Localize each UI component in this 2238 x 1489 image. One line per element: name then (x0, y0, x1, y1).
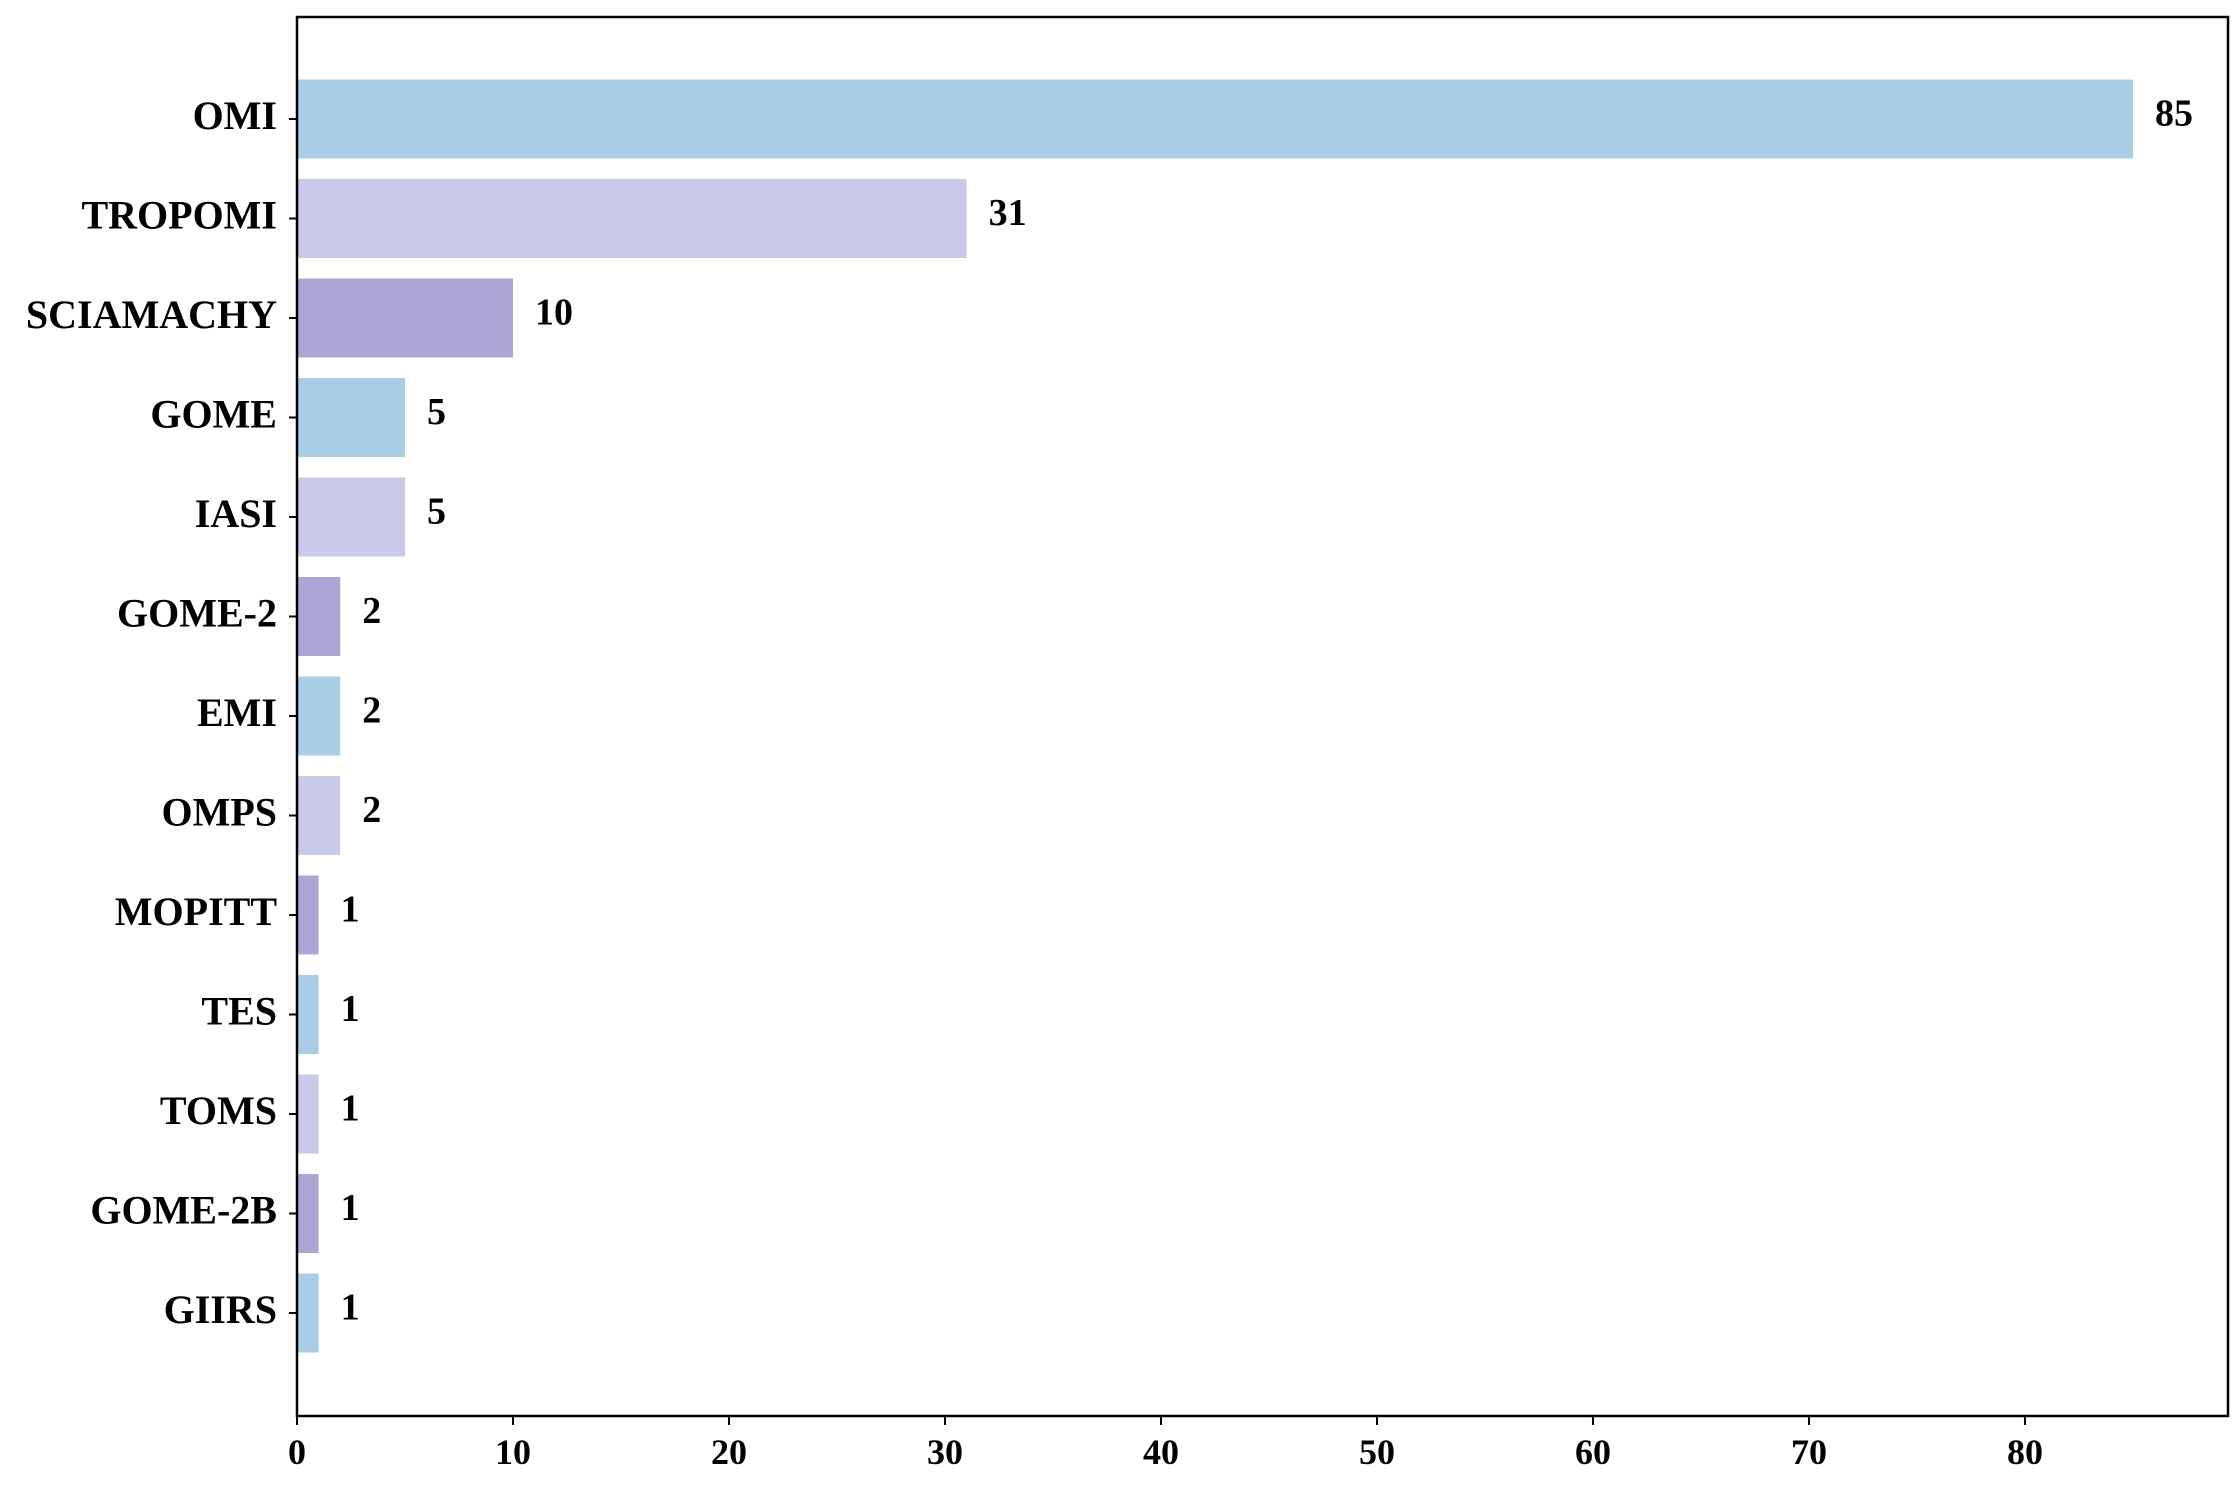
x-tick-label: 40 (1143, 1432, 1179, 1472)
data-label: 2 (362, 590, 381, 632)
bar-giirs (297, 1273, 319, 1353)
x-tick-label: 50 (1359, 1432, 1395, 1472)
bar-tes (297, 975, 319, 1054)
x-tick-label: 10 (495, 1432, 531, 1472)
data-label: 1 (341, 988, 360, 1030)
bar-gome-2 (297, 577, 341, 656)
data-label: 5 (427, 491, 446, 533)
y-tick-label: TOMS (160, 1088, 277, 1133)
bar-gome-2b (297, 1174, 319, 1253)
x-tick-label: 30 (927, 1432, 963, 1472)
data-label: 1 (341, 1187, 360, 1229)
bar-sciamachy (297, 278, 513, 358)
y-tick-label: GOME (150, 392, 277, 437)
y-tick-label: SCIAMACHY (26, 292, 277, 337)
bars-group: 85 31 10 5 5 2 2 2 1 1 1 1 1 (297, 79, 2193, 1353)
y-tick-label: OMI (193, 93, 277, 138)
data-label: 31 (989, 192, 1027, 234)
data-label: 85 (2155, 93, 2193, 135)
data-label: 1 (341, 1287, 360, 1329)
x-tick-label: 0 (288, 1432, 306, 1472)
y-tick-label: OMPS (161, 790, 277, 835)
data-label: 1 (341, 889, 360, 931)
y-tick-label: TES (201, 989, 277, 1034)
bar-mopitt (297, 875, 319, 955)
y-tick-label: MOPITT (115, 889, 278, 934)
bar-iasi (297, 477, 405, 557)
x-axis-ticks: 0 10 20 30 40 50 60 70 80 (288, 1416, 2043, 1472)
x-tick-label: 80 (2007, 1432, 2043, 1472)
bar-gome (297, 378, 405, 457)
y-tick-label: IASI (195, 491, 277, 536)
y-tick-label: GOME-2B (90, 1188, 277, 1233)
y-axis-ticks: OMI TROPOMI SCIAMACHY GOME IASI GOME-2 EMI OMPS… (26, 93, 297, 1332)
y-tick-label: TROPOMI (81, 193, 277, 238)
bar-omi (297, 79, 2133, 159)
x-tick-label: 20 (711, 1432, 747, 1472)
y-tick-label: GOME-2 (117, 591, 277, 636)
y-tick-label: GIIRS (164, 1287, 277, 1332)
data-label: 2 (362, 690, 381, 732)
y-tick-label: EMI (197, 690, 277, 735)
data-label: 5 (427, 391, 446, 433)
bar-emi (297, 676, 341, 756)
bar-tropomi (297, 179, 967, 258)
data-label: 1 (341, 1088, 360, 1130)
x-tick-label: 70 (1791, 1432, 1827, 1472)
data-label: 10 (535, 292, 573, 334)
bar-omps (297, 776, 341, 855)
bar-toms (297, 1074, 319, 1154)
data-label: 2 (362, 789, 381, 831)
x-tick-label: 60 (1575, 1432, 1611, 1472)
plot-frame (295, 15, 2230, 1418)
